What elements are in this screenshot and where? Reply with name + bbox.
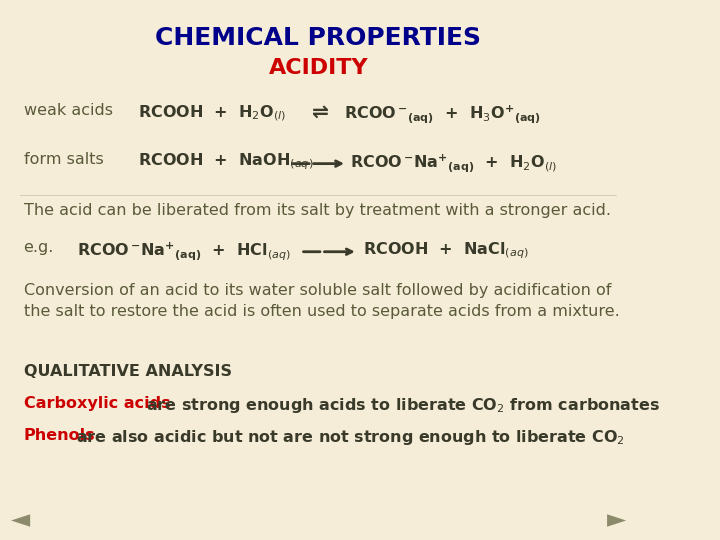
Text: RCOO$^{\,\mathbf{-}}$$_{\mathbf{(aq)}}$  +  H$_3$O$^{\mathbf{+}}$$_{\mathbf{(aq): RCOO$^{\,\mathbf{-}}$$_{\mathbf{(aq)}}$ … — [343, 104, 541, 125]
Text: The acid can be liberated from its salt by treatment with a stronger acid.: The acid can be liberated from its salt … — [24, 203, 611, 218]
Text: Carboxylic acids: Carboxylic acids — [24, 396, 170, 411]
Text: are also acidic but not are not strong enough to liberate CO$_2$: are also acidic but not are not strong e… — [76, 428, 625, 448]
Text: are strong enough acids to liberate CO$_2$ from carbonates: are strong enough acids to liberate CO$_… — [146, 396, 660, 415]
Text: Conversion of an acid to its water soluble salt followed by acidification of
the: Conversion of an acid to its water solub… — [24, 284, 619, 320]
Text: ACIDITY: ACIDITY — [269, 58, 368, 78]
Text: RCOOH  +  NaCl$_{(aq)}$: RCOOH + NaCl$_{(aq)}$ — [363, 240, 528, 261]
Text: ⇌: ⇌ — [312, 104, 329, 123]
Text: RCOO$^{\,\mathbf{-}}$Na$^{\mathbf{+}}$$_{\mathbf{(aq)}}$  +  H$_2$O$_{(l)}$: RCOO$^{\,\mathbf{-}}$Na$^{\mathbf{+}}$$_… — [350, 152, 557, 174]
Text: RCOO$^{\,\mathbf{-}}$Na$^{\mathbf{+}}$$_{\mathbf{(aq)}}$  +  HCl$_{(aq)}$: RCOO$^{\,\mathbf{-}}$Na$^{\mathbf{+}}$$_… — [78, 240, 292, 262]
Text: RCOOH  +  NaOH$_{(aq)}$: RCOOH + NaOH$_{(aq)}$ — [138, 152, 313, 172]
Text: QUALITATIVE ANALYSIS: QUALITATIVE ANALYSIS — [24, 364, 232, 379]
Text: RCOOH  +  H$_2$O$_{(l)}$: RCOOH + H$_2$O$_{(l)}$ — [138, 104, 286, 123]
Text: form salts: form salts — [24, 152, 104, 167]
Text: ◄: ◄ — [11, 508, 30, 532]
Text: CHEMICAL PROPERTIES: CHEMICAL PROPERTIES — [156, 25, 482, 50]
Text: ►: ► — [607, 508, 626, 532]
Text: e.g.: e.g. — [24, 240, 54, 255]
Text: Phenols: Phenols — [24, 428, 95, 443]
Text: weak acids: weak acids — [24, 104, 112, 118]
